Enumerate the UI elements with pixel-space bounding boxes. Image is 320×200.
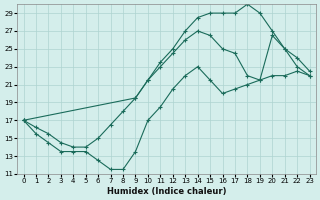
- X-axis label: Humidex (Indice chaleur): Humidex (Indice chaleur): [107, 187, 226, 196]
